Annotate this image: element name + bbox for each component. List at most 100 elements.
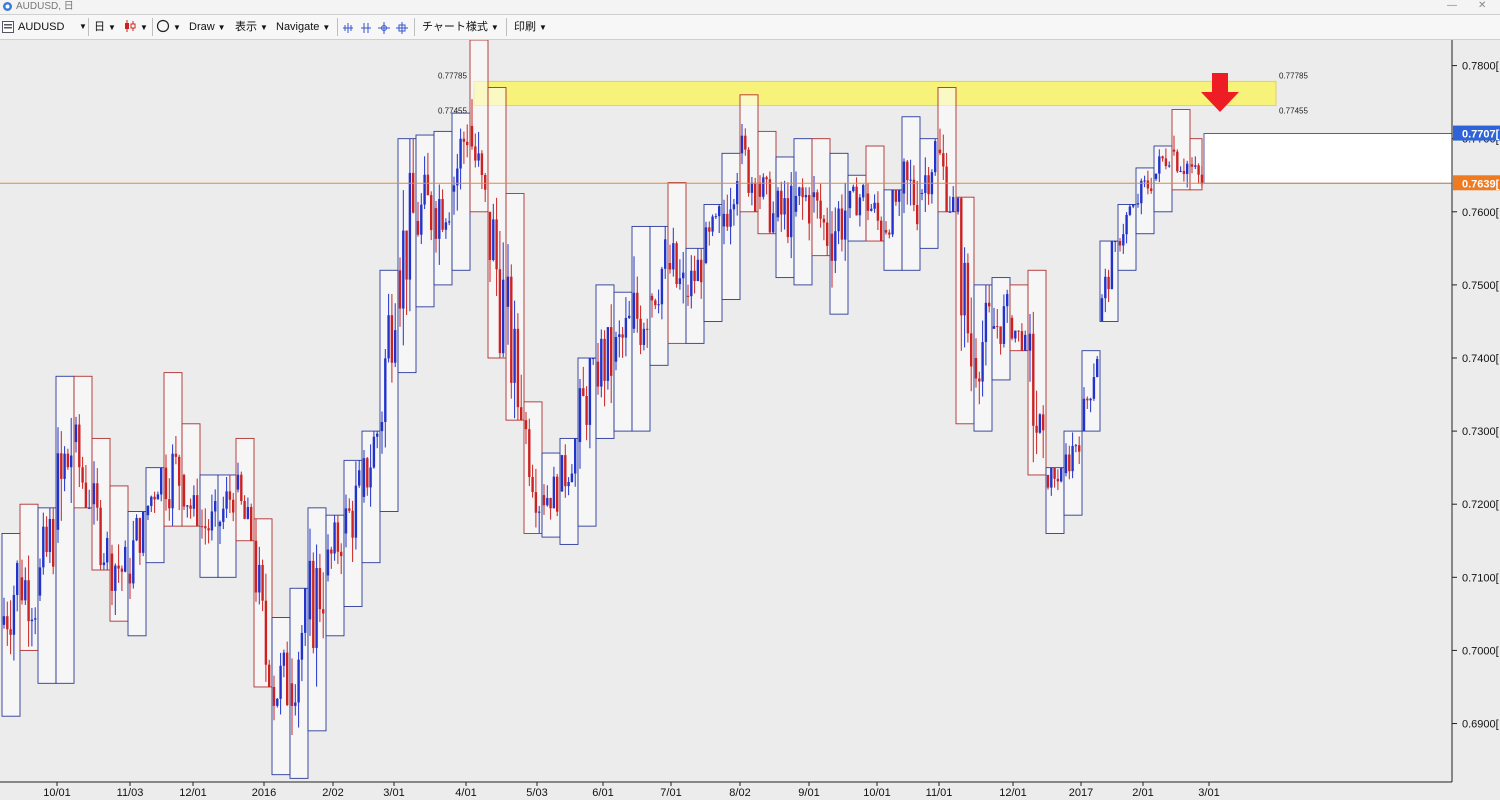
period-select[interactable]: 日 ▼ xyxy=(94,18,116,36)
draw-menu[interactable]: Draw ▼ xyxy=(189,18,226,36)
candle-body xyxy=(132,540,135,584)
display-menu[interactable]: 表示 ▼ xyxy=(235,18,268,36)
candle-body xyxy=(909,179,912,181)
candle-body xyxy=(1146,180,1150,189)
crosshair-icon[interactable] xyxy=(378,22,390,34)
candle-body xyxy=(1128,206,1132,215)
resistance-zone xyxy=(473,80,1277,106)
candle-body xyxy=(1074,445,1078,447)
candle-body xyxy=(459,138,462,169)
candle-body xyxy=(218,521,222,527)
candle-body xyxy=(660,268,664,305)
zoom-in-icon[interactable] xyxy=(342,22,354,34)
candle-body xyxy=(924,175,927,193)
candle-body xyxy=(585,395,588,425)
candle-body xyxy=(963,262,966,316)
candle-body xyxy=(654,300,657,306)
chart-style-menu[interactable]: チャート様式 ▼ xyxy=(422,18,499,36)
chevron-down-icon: ▼ xyxy=(217,23,226,32)
price-tick-label: 0.6900[ xyxy=(1462,719,1499,731)
candle-body xyxy=(366,458,369,488)
candle-type-select[interactable]: ▼ xyxy=(123,18,148,36)
close-button[interactable]: ✕ xyxy=(1478,0,1487,11)
candle-body xyxy=(498,269,502,354)
candle-body xyxy=(945,166,948,212)
candle-body xyxy=(970,333,973,367)
candle-body xyxy=(204,526,207,529)
candle-body xyxy=(855,186,858,216)
candle-body xyxy=(1114,241,1117,243)
price-tick-label: 0.7500[ xyxy=(1462,280,1499,292)
candle-body xyxy=(906,161,909,181)
candle-body xyxy=(570,473,574,482)
title-bar: AUDUSD, 日 — ✕ xyxy=(0,0,1500,15)
candle-body xyxy=(510,276,513,383)
time-tick-label: 10/01 xyxy=(43,787,71,799)
candle-body xyxy=(1006,294,1009,307)
candle-body xyxy=(1017,330,1020,332)
candle-body xyxy=(408,172,412,280)
time-tick-label: 11/03 xyxy=(117,787,144,799)
candle-body xyxy=(783,198,786,215)
candle-body xyxy=(150,496,153,506)
candle-body xyxy=(24,580,27,601)
price-tick-label: 0.7200[ xyxy=(1462,499,1499,511)
candle-body xyxy=(564,455,567,487)
candle-body xyxy=(394,330,397,363)
candle-body xyxy=(506,276,510,307)
candle-body xyxy=(480,153,484,176)
candle-body xyxy=(772,213,775,233)
price-chart[interactable]: 0.77785 0.77785 0.77455 0.77455 0.7800[0.770… xyxy=(0,40,1500,800)
print-menu[interactable]: 印刷 ▼ xyxy=(514,18,547,36)
current-range-box xyxy=(1203,133,1453,184)
chevron-down-icon: ▼ xyxy=(260,23,268,32)
candle-body xyxy=(63,453,66,479)
price-tick-label: 0.7400[ xyxy=(1462,353,1499,365)
candle-body xyxy=(308,560,312,620)
chart-style-label: チャート様式 xyxy=(422,21,488,33)
candle-body xyxy=(402,230,405,309)
orange-price-tag xyxy=(1453,175,1500,191)
candle-body xyxy=(81,467,84,483)
candle-body xyxy=(520,407,523,421)
candle-body xyxy=(718,206,721,217)
candle-body xyxy=(12,594,16,635)
candle-body xyxy=(714,216,718,218)
candle-body xyxy=(290,683,294,706)
weekly-range-box xyxy=(55,375,75,684)
chart-list-icon[interactable] xyxy=(2,21,14,33)
symbol-select[interactable]: AUDUSD ▼ xyxy=(18,18,88,36)
chevron-down-icon: ▼ xyxy=(108,23,116,32)
candle-body xyxy=(222,508,225,522)
candle-body xyxy=(582,388,585,396)
candle-body xyxy=(534,492,538,513)
chevron-down-icon: ▼ xyxy=(322,23,331,32)
orange-price-tag-label: 0.7639[ xyxy=(1462,178,1500,190)
minimize-button[interactable]: — xyxy=(1447,0,1457,11)
candle-body xyxy=(1143,180,1146,182)
candle-body xyxy=(322,609,325,614)
candle-body xyxy=(430,195,433,231)
time-tick-label: 5/03 xyxy=(526,787,547,799)
candle-body xyxy=(1132,204,1135,207)
candle-body xyxy=(426,174,430,196)
circle-tool-button[interactable]: ▼ xyxy=(156,18,181,36)
candle-body xyxy=(948,211,952,213)
candle-body xyxy=(138,518,142,553)
candle-body xyxy=(444,222,448,230)
candle-body xyxy=(848,191,852,209)
fit-icon[interactable] xyxy=(396,22,408,34)
candle-body xyxy=(999,326,1002,344)
candle-body xyxy=(351,510,354,538)
candle-body xyxy=(110,553,114,591)
candle-body xyxy=(1050,467,1053,488)
candle-body xyxy=(1186,163,1189,174)
navigate-menu[interactable]: Navigate ▼ xyxy=(276,18,330,36)
zoom-out-icon[interactable] xyxy=(360,22,372,34)
candle-body xyxy=(466,141,469,146)
candle-body xyxy=(348,508,351,511)
candle-body xyxy=(96,483,99,508)
candle-body xyxy=(312,560,315,648)
candle-body xyxy=(225,491,228,509)
candle-body xyxy=(732,204,736,210)
